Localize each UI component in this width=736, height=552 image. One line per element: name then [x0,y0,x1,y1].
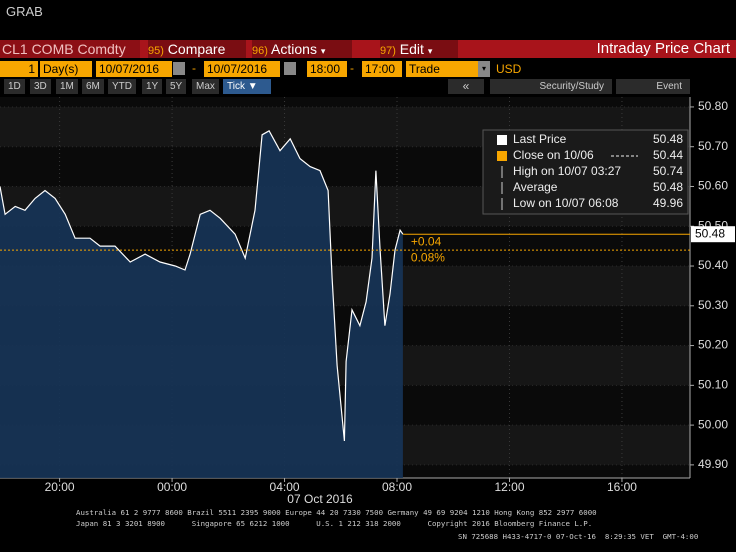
menu-label: Compare [167,41,226,57]
legend-value: 50.74 [653,164,683,178]
change-label: +0.04 [411,234,442,248]
y-tick-label: 50.10 [698,378,728,392]
x-tick-label: 20:00 [45,480,75,494]
legend-value: 49.96 [653,196,683,210]
event-button[interactable]: Event [616,79,690,94]
legend-label: High on 10/07 03:27 [513,164,621,178]
period-button[interactable]: 6M [82,79,104,94]
security-study-button[interactable]: Security/Study [490,79,612,94]
footer-line: SN 725688 H433-4717-0 07-Oct-16 8:29:35 … [458,532,699,541]
range-count[interactable]: 1 [0,61,38,77]
window-title: GRAB [6,4,43,19]
start-date[interactable]: 10/07/2016 [96,61,172,77]
y-tick-label: 50.80 [698,99,728,113]
y-tick-label: 50.30 [698,298,728,312]
y-tick-label: 49.90 [698,457,728,471]
menu-button[interactable]: 96) Actions ▾ [252,40,352,58]
menu-code: 95) [148,45,164,57]
y-tick-label: 50.70 [698,139,728,153]
calendar-icon[interactable] [173,62,185,75]
legend-label: Last Price [513,132,567,146]
menu-button[interactable]: 97) Edit ▾ [380,40,458,58]
active-period-label: Tick [227,81,245,92]
y-tick-label: 50.40 [698,258,728,272]
y-tick-label: 50.20 [698,338,728,352]
period-button[interactable]: YTD [108,79,136,94]
legend-value: 50.48 [653,180,683,194]
panel-title: Intraday Price Chart [596,40,730,58]
x-tick-label: 04:00 [270,480,300,494]
legend-value: 50.48 [653,132,683,146]
field-select[interactable]: Trade [406,61,478,77]
collapse-button[interactable]: « [448,79,484,94]
price-area [0,130,403,479]
menu-button[interactable]: 95) Compare [148,40,246,58]
menu-label: Actions [271,41,317,57]
change-pct-label: 0.08% [411,250,445,264]
x-tick-label: 12:00 [494,480,524,494]
period-button[interactable]: 1M [56,79,78,94]
legend-box [482,129,689,215]
period-button[interactable]: 1D [4,79,25,94]
security-field[interactable]: CL1 COMB Comdty [0,40,140,58]
menu-label: Edit [399,41,424,57]
separator: - [192,61,196,75]
separator: - [350,61,354,75]
start-time[interactable]: 18:00 [307,61,347,77]
end-date[interactable]: 10/07/2016 [204,61,280,77]
menu-code: 96) [252,45,268,57]
dropdown-icon[interactable]: ▾ [478,61,490,77]
period-bar: 1D 3D 1M 6M YTD 1Y 5Y Max [0,79,736,95]
footer-line: Australia 61 2 9777 8600 Brazil 5511 239… [76,508,597,517]
x-tick-label: 08:00 [382,480,412,494]
period-button[interactable]: 5Y [166,79,187,94]
active-period[interactable]: Tick ▼ [223,79,271,94]
end-time[interactable]: 17:00 [362,61,402,77]
price-line [0,129,404,442]
currency: USD [496,62,522,76]
legend-swatch [497,135,507,145]
x-tick-label: 16:00 [607,480,637,494]
period-button[interactable]: 3D [30,79,51,94]
calendar-icon[interactable] [284,62,296,75]
last-price-label: 50.48 [695,226,725,240]
range-unit[interactable]: Day(s) [40,61,92,77]
period-button[interactable]: 1Y [142,79,163,94]
legend-label: Average [513,180,558,194]
y-tick-label: 50.60 [698,179,728,193]
legend-label: Low on 10/07 06:08 [513,196,619,210]
footer-line: Japan 81 3 3201 8900 Singapore 65 6212 1… [76,519,593,528]
y-tick-label: 50.00 [698,417,728,431]
menu-code: 97) [380,45,396,57]
legend-swatch [497,151,507,161]
x-axis-label: 07 Oct 2016 [287,492,353,506]
x-tick-label: 00:00 [157,480,187,494]
period-button[interactable]: Max [192,79,219,94]
legend-value: 50.44 [653,148,683,162]
legend-label: Close on 10/06 [513,148,594,162]
last-price-box [691,226,735,243]
